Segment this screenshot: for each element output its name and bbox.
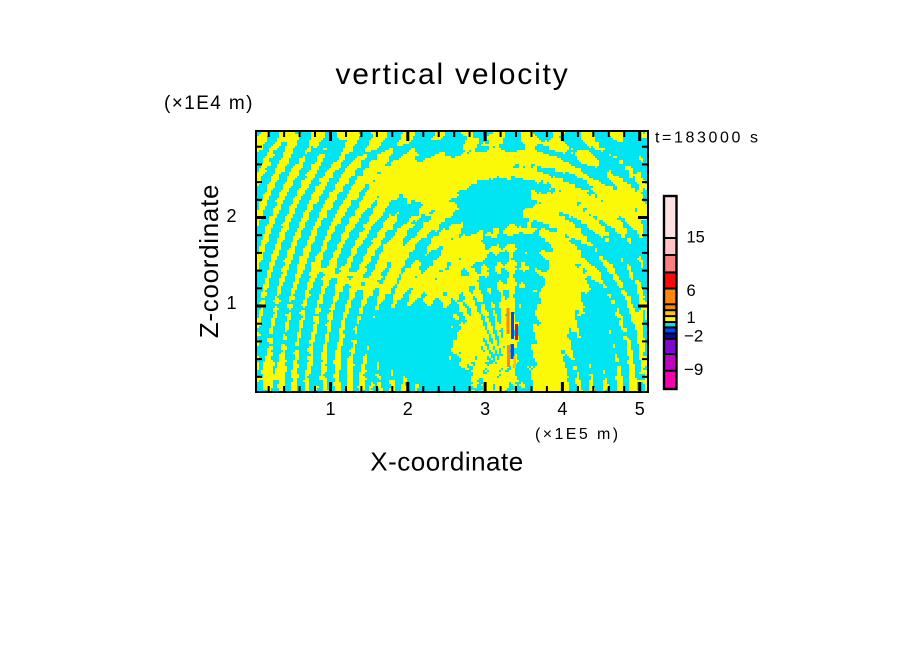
svg-text:6: 6 <box>687 282 696 300</box>
svg-text:2: 2 <box>403 399 413 419</box>
svg-text:3: 3 <box>480 399 490 419</box>
svg-text:(×1E4 m): (×1E4 m) <box>164 93 254 114</box>
svg-text:t=183000 s: t=183000 s <box>655 129 761 146</box>
svg-text:5: 5 <box>635 399 645 419</box>
svg-text:15: 15 <box>687 228 705 246</box>
svg-text:1: 1 <box>226 293 236 313</box>
svg-text:Z-coordinate: Z-coordinate <box>194 184 224 338</box>
svg-text:2: 2 <box>226 206 236 226</box>
svg-text:−2: −2 <box>684 327 703 346</box>
svg-text:X-coordinate: X-coordinate <box>370 447 523 477</box>
svg-text:4: 4 <box>557 399 567 419</box>
svg-text:(×1E5 m): (×1E5 m) <box>535 426 620 443</box>
svg-text:1: 1 <box>687 309 696 327</box>
svg-text:1: 1 <box>325 399 335 419</box>
svg-text:−9: −9 <box>684 360 703 379</box>
svg-text:vertical velocity: vertical velocity <box>336 58 570 91</box>
